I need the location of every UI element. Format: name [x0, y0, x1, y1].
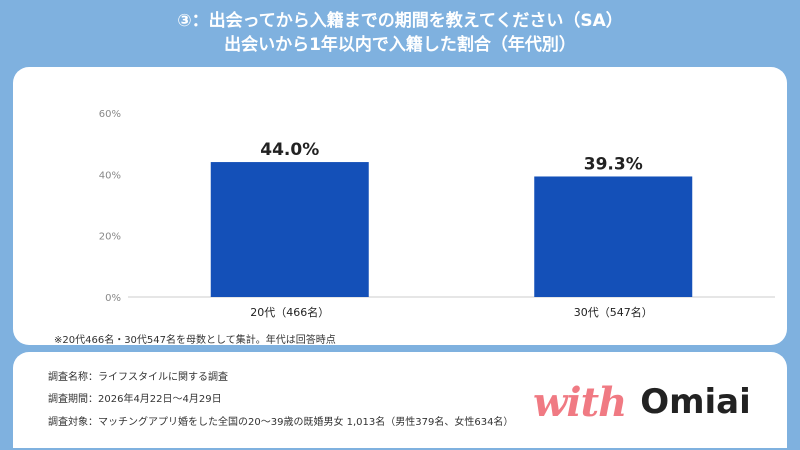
logo-omiai-text: Omiai	[640, 382, 751, 422]
y-tick-label: 60%	[99, 109, 121, 120]
y-tick-label: 40%	[99, 170, 121, 181]
survey-period: 調査期間：2026年4月22日〜4月29日	[48, 394, 222, 405]
data-label: 44.0%	[260, 140, 319, 160]
y-tick-label: 0%	[105, 293, 121, 304]
survey-name: 調査名称：ライフスタイルに関する調査	[48, 372, 228, 383]
logo-with-text: with	[533, 378, 627, 426]
with-omiai-logo: with Omiai	[533, 372, 751, 432]
survey-info-panel	[13, 352, 787, 448]
x-tick-label: 20代（466名）	[250, 305, 329, 319]
data-label: 39.3%	[584, 154, 643, 174]
bar	[210, 162, 369, 297]
title-line-1: ③：出会ってから入籍までの期間を教えてください（SA）	[177, 11, 623, 31]
x-tick-label: 30代（547名）	[574, 305, 653, 319]
bar	[534, 176, 693, 297]
footnote: ※20代466名・30代547名を母数として集計。年代は回答時点	[54, 335, 336, 346]
y-tick-label: 20%	[99, 232, 121, 243]
survey-target: 調査対象：マッチングアプリ婚をした全国の20〜39歳の既婚男女 1,013名（男…	[48, 417, 514, 428]
chart-title: ③：出会ってから入籍までの期間を教えてください（SA） 出会いから1年以内で入籍…	[0, 0, 800, 66]
title-line-2: 出会いから1年以内で入籍した割合（年代別）	[224, 35, 576, 55]
